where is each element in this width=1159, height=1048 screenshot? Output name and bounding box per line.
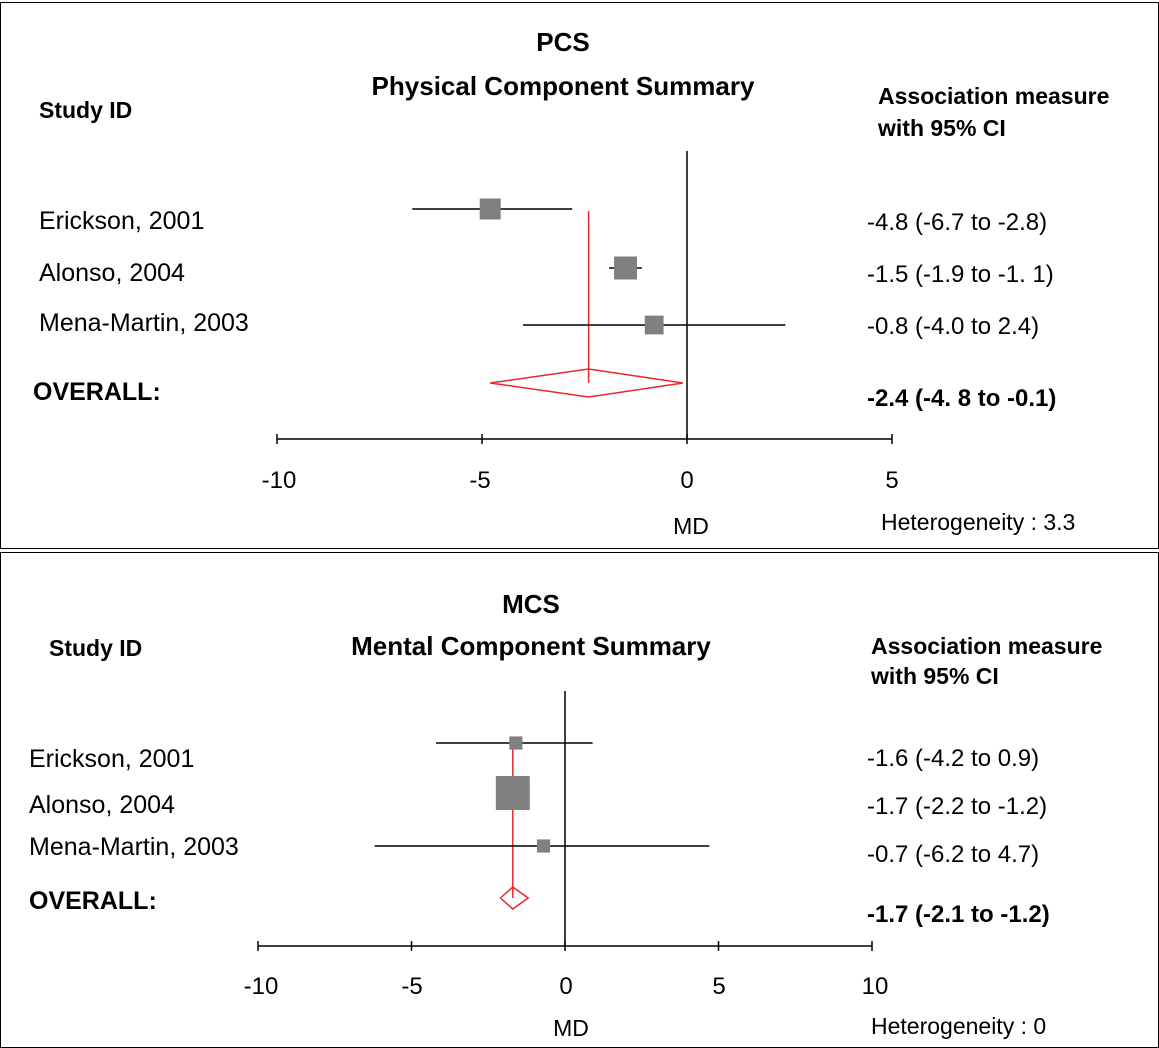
study-label: Alonso, 2004 — [39, 259, 185, 287]
study-label: Mena-Martin, 2003 — [29, 833, 239, 861]
chart-title-line-2: Physical Component Summary — [371, 71, 755, 101]
forest-plot-area — [257, 691, 873, 951]
study-label: Erickson, 2001 — [39, 207, 205, 235]
forest-plot-area — [276, 151, 893, 444]
x-tick-label: 0 — [559, 973, 573, 1000]
study-estimate: -1.6 (-4.2 to 0.9) — [867, 745, 1040, 772]
x-tick-label: -10 — [243, 973, 279, 1000]
study-estimate: -1.5 (-1.9 to -1. 1) — [867, 261, 1054, 288]
study-marker — [613, 256, 638, 280]
study-marker — [509, 736, 523, 750]
x-tick-label: -5 — [401, 973, 423, 1000]
overall-estimate: -2.4 (-4. 8 to -0.1) — [867, 385, 1057, 412]
chart-title-line-1: PCS — [536, 27, 590, 57]
chart-title-line-1: MCS — [502, 589, 560, 619]
overall-diamond — [490, 368, 684, 398]
overall-label: OVERALL: — [33, 378, 161, 406]
heterogeneity-note: Heterogeneity : 0 — [871, 1013, 1047, 1039]
study-label: Mena-Martin, 2003 — [39, 309, 249, 337]
study-estimate: -4.8 (-6.7 to -2.8) — [867, 209, 1048, 236]
estimate-header-line-1: Association measure — [878, 83, 1110, 109]
x-tick-label: -5 — [469, 467, 491, 494]
study-estimate: -0.8 (-4.0 to 2.4) — [867, 313, 1040, 340]
x-tick-label: 5 — [712, 973, 726, 1000]
chart-title-line-2: Mental Component Summary — [351, 631, 711, 661]
estimate-header-line-2: with 95% CI — [871, 663, 999, 689]
study-marker — [495, 776, 530, 810]
study-marker — [644, 315, 664, 335]
overall-diamond — [499, 886, 530, 910]
x-tick-label: 10 — [861, 973, 889, 1000]
study-label: Alonso, 2004 — [29, 791, 175, 819]
forest-panel-mcs: MCS Mental Component Summary Study ID As… — [0, 552, 1159, 1048]
heterogeneity-note: Heterogeneity : 3.3 — [881, 509, 1076, 535]
study-id-header: Study ID — [39, 97, 133, 123]
x-tick-label: 5 — [885, 467, 899, 494]
study-id-header: Study ID — [49, 635, 143, 661]
study-label: Erickson, 2001 — [29, 745, 195, 773]
x-tick-label: 0 — [680, 467, 694, 494]
estimate-header-line-1: Association measure — [871, 633, 1103, 659]
overall-label: OVERALL: — [29, 887, 157, 915]
estimate-header-line-2: with 95% CI — [878, 115, 1006, 141]
x-axis-label: MD — [673, 513, 709, 539]
study-estimate: -1.7 (-2.2 to -1.2) — [867, 793, 1048, 820]
study-estimate: -0.7 (-6.2 to 4.7) — [867, 841, 1040, 868]
forest-panel-pcs: PCS Physical Component Summary Study ID … — [0, 2, 1159, 549]
study-marker — [536, 839, 551, 853]
x-axis-label: MD — [553, 1015, 589, 1041]
study-marker — [479, 198, 501, 220]
overall-estimate: -1.7 (-2.1 to -1.2) — [867, 901, 1050, 928]
x-tick-label: -10 — [261, 467, 297, 494]
